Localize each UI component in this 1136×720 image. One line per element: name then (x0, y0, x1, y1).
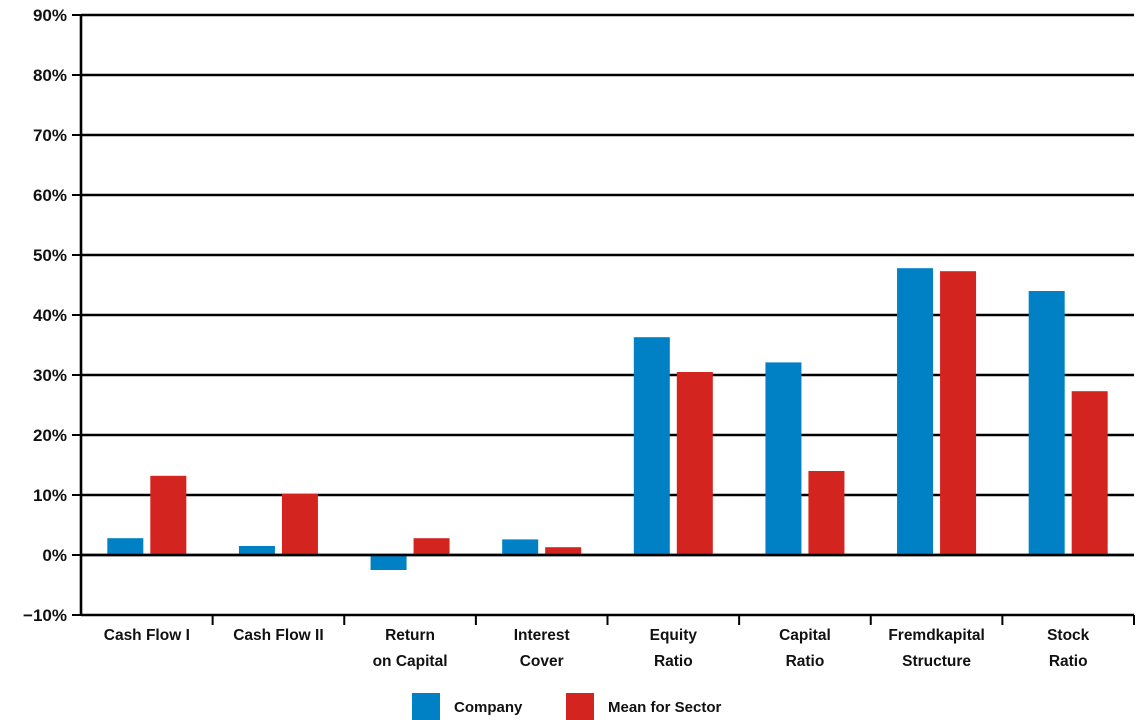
x-category-label: Cash Flow I (104, 627, 190, 644)
bar-mean-for-sector-6 (808, 471, 845, 555)
x-category-label: Cash Flow II (233, 627, 323, 644)
y-tick-label: 80% (33, 66, 67, 85)
x-category-label: Equity Ratio (650, 627, 698, 670)
axes (72, 14, 1135, 625)
x-category-label: Capital Ratio (779, 627, 831, 670)
bars (107, 268, 1108, 570)
bar-company-3 (370, 555, 407, 570)
bar-mean-for-sector-2 (281, 493, 318, 555)
y-tick-label: 30% (33, 366, 67, 385)
bar-mean-for-sector-3 (413, 538, 450, 555)
bar-mean-for-sector-1 (150, 475, 187, 555)
bar-company-8 (1028, 291, 1065, 555)
legend-swatch-company (412, 693, 440, 720)
y-tick-label: 10% (33, 486, 67, 505)
bar-mean-for-sector-5 (676, 372, 713, 555)
y-tick-label: −10% (23, 606, 67, 625)
y-tick-label: 70% (33, 126, 67, 145)
y-tick-label: 60% (33, 186, 67, 205)
y-tick-label: 0% (42, 546, 67, 565)
bar-company-4 (502, 539, 539, 555)
x-category-label: Fremdkapital Structure (888, 627, 984, 670)
legend: Company Mean for Sector (412, 693, 722, 720)
bar-company-2 (238, 546, 275, 555)
bar-company-7 (897, 268, 934, 555)
y-tick-label: 20% (33, 426, 67, 445)
y-tick-label: 40% (33, 306, 67, 325)
legend-swatch-mean-for-sector (566, 693, 594, 720)
y-axis-tick-labels: 90% 80% 70% 60% 50% 40% 30% 20% 10% 0% −10% (23, 6, 67, 625)
y-tick-label: 90% (33, 6, 67, 25)
legend-label: Mean for Sector (608, 699, 722, 716)
x-category-label: Interest Cover (514, 627, 570, 670)
bar-mean-for-sector-8 (1071, 391, 1108, 555)
bar-company-1 (107, 538, 144, 555)
bar-mean-for-sector-4 (545, 547, 582, 555)
bar-mean-for-sector-7 (940, 271, 977, 555)
x-category-label: Stock Ratio (1047, 627, 1090, 670)
bar-company-6 (765, 362, 802, 555)
bar-company-5 (633, 337, 670, 555)
y-tick-label: 50% (33, 246, 67, 265)
x-category-label: Return on Capital (373, 627, 448, 670)
x-axis-category-labels: Cash Flow I Cash Flow II Return on Capital I… (104, 627, 1090, 670)
legend-label: Company (454, 699, 523, 716)
